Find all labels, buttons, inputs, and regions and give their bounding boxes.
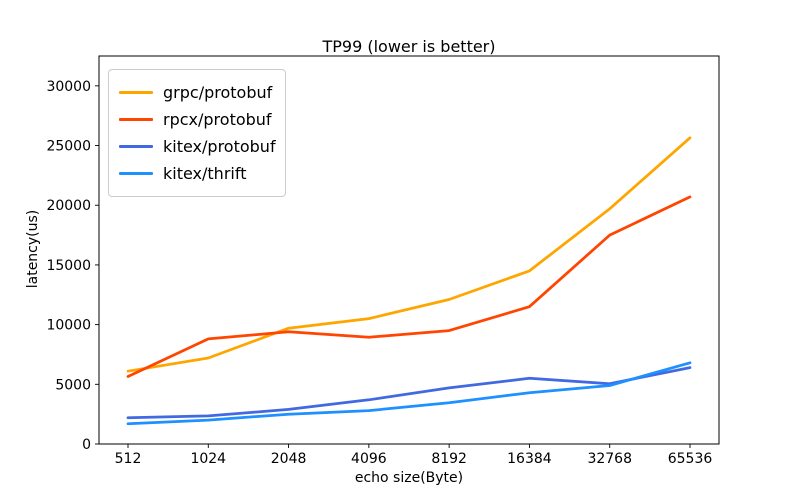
series-line-rpcx-protobuf [126, 195, 692, 378]
legend-label: kitex/protobuf [163, 137, 276, 156]
series-line-grpc-protobuf [126, 136, 692, 373]
legend-swatch-rpcx-protobuf [119, 118, 153, 121]
y-tick-label: 15000 [46, 258, 91, 274]
x-tick-label: 65536 [668, 451, 713, 467]
x-tick-label: 16384 [507, 451, 552, 467]
y-axis-label: latency(us) [25, 209, 41, 289]
legend-item-kitex-thrift: kitex/thrift [119, 160, 275, 187]
legend-swatch-grpc-protobuf [119, 91, 153, 94]
y-tick-label: 20000 [46, 198, 91, 214]
x-tick-label: 4096 [351, 451, 387, 467]
legend-item-grpc-protobuf: grpc/protobuf [119, 79, 275, 106]
series-line-kitex-thrift [126, 361, 692, 426]
y-tick-label: 5000 [55, 377, 91, 393]
chart-title: TP99 (lower is better) [322, 37, 496, 56]
y-tick-label: 0 [82, 437, 91, 453]
legend-label: kitex/thrift [163, 164, 247, 183]
y-tick-label: 25000 [46, 139, 91, 155]
y-tick-label: 10000 [46, 318, 91, 334]
legend-swatch-kitex-thrift [119, 172, 153, 175]
x-axis-label: echo size(Byte) [354, 470, 464, 486]
legend-item-rpcx-protobuf: rpcx/protobuf [119, 106, 275, 133]
legend-label: rpcx/protobuf [163, 110, 272, 129]
x-tick-label: 512 [115, 451, 142, 467]
y-tick-label: 30000 [46, 79, 91, 95]
x-tick-label: 1024 [190, 451, 226, 467]
x-tick-label: 2048 [271, 451, 307, 467]
legend-label: grpc/protobuf [163, 83, 273, 102]
legend: grpc/protobuf rpcx/protobuf kitex/protob… [108, 69, 286, 197]
legend-item-kitex-protobuf: kitex/protobuf [119, 133, 276, 160]
plot-frame [98, 55, 720, 445]
x-tick-label: 8192 [431, 451, 467, 467]
legend-swatch-kitex-protobuf [119, 145, 153, 148]
x-tick-label: 32768 [587, 451, 632, 467]
series-line-kitex-protobuf [126, 366, 692, 420]
